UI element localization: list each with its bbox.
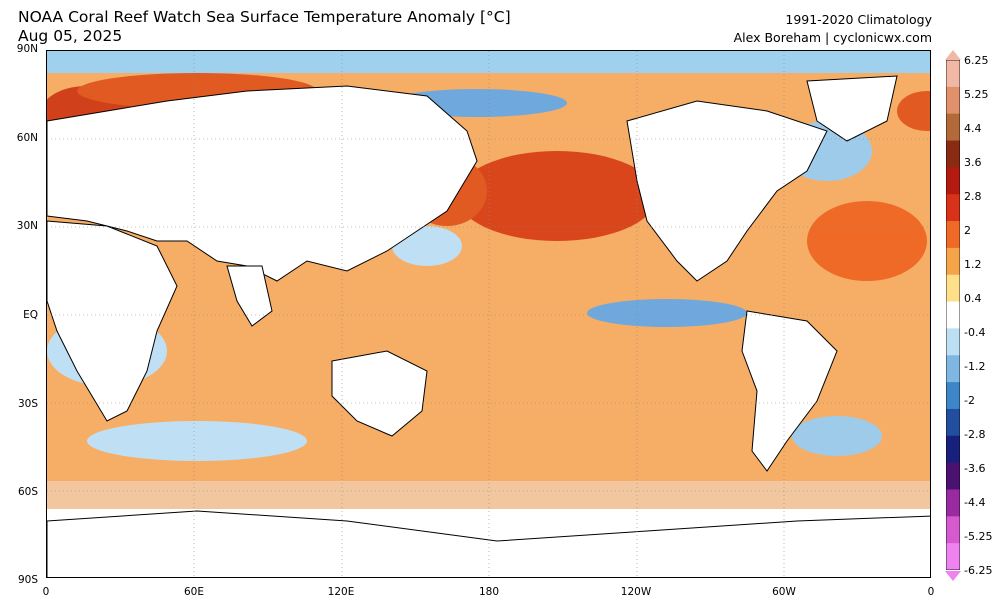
lat-label: 30S: [17, 398, 38, 410]
sw-atlantic-cool: [792, 416, 882, 456]
colorbar-segment: [946, 113, 960, 142]
colorbar-segment: [946, 221, 960, 249]
sst-anomaly-map: [46, 50, 931, 578]
lon-label: 0: [927, 586, 935, 598]
north-america-land: [626, 100, 828, 282]
lat-label: 60S: [17, 486, 38, 498]
lon-label: 180: [478, 586, 500, 598]
colorbar-segment: [946, 516, 960, 544]
colorbar-tick-label: -1.2: [964, 360, 986, 373]
chart-title: NOAA Coral Reef Watch Sea Surface Temper…: [18, 8, 511, 46]
nordic-heat: [897, 91, 930, 131]
colorbar-tick-label: -2.8: [964, 428, 986, 441]
map-svg: [47, 51, 930, 577]
colorbar-tick-label: 6.25: [964, 54, 989, 67]
colorbar-segment: [946, 462, 960, 490]
colorbar-tick-label: 2.8: [964, 190, 982, 203]
lat-label: EQ: [23, 309, 38, 321]
colorbar-segment: [946, 194, 960, 222]
title-date: Aug 05, 2025: [18, 27, 123, 45]
colorbar-segment: [946, 355, 960, 383]
colorbar-segment: [946, 140, 960, 168]
colorbar-tick-label: -6.25: [964, 564, 993, 577]
colorbar-tick-label: 5.25: [964, 88, 989, 101]
colorbar-tick-label: -2: [964, 394, 975, 407]
colorbar-segment: [946, 167, 960, 195]
colorbar-segment: [946, 408, 960, 437]
arctic-ocean: [47, 51, 930, 73]
colorbar-max-arrow: [945, 50, 961, 60]
climatology-label: 1991-2020 Climatology: [785, 12, 932, 27]
lon-label: 0: [42, 586, 50, 598]
africa-land: [47, 220, 178, 422]
colorbar-segment: [946, 382, 960, 410]
colorbar-tick-label: -4.4: [964, 496, 986, 509]
india-land: [226, 265, 273, 327]
atlantic-warm: [807, 201, 927, 281]
south-america-land: [741, 310, 838, 472]
lon-label: 120W: [620, 586, 652, 598]
colorbar-segment: [946, 435, 960, 464]
colorbar-segment: [946, 86, 960, 115]
colorbar: [946, 60, 960, 570]
colorbar-segment: [946, 274, 960, 303]
colorbar-tick-label: 0.4: [964, 292, 982, 305]
antarctica-land: [47, 510, 930, 577]
colorbar-segment: [946, 543, 960, 570]
colorbar-tick-label: 4.4: [964, 122, 982, 135]
lon-label: 60E: [184, 586, 204, 598]
colorbar-tick-label: 1.2: [964, 258, 982, 271]
lat-label: 30N: [16, 220, 38, 232]
colorbar-min-arrow: [945, 571, 961, 581]
lon-label: 120E: [327, 586, 355, 598]
colorbar-segment: [946, 60, 960, 88]
lat-label: 90S: [17, 574, 38, 586]
colorbar-tick-label: -3.6: [964, 462, 986, 475]
equatorial-cool: [587, 299, 747, 327]
land-masses: [47, 75, 930, 577]
credits: 1991-2020 Climatology Alex Boreham | cyc…: [734, 11, 932, 47]
greenland-land: [806, 75, 898, 142]
eurasia-land: [47, 85, 478, 282]
author-credit: Alex Boreham | cyclonicwx.com: [733, 30, 932, 45]
lon-label: 60W: [772, 586, 796, 598]
colorbar-tick-label: -0.4: [964, 326, 986, 339]
colorbar-segment: [946, 247, 960, 276]
north-pacific-heat: [457, 151, 657, 241]
lat-label: 60N: [16, 132, 38, 144]
colorbar-tick-label: 3.6: [964, 156, 982, 169]
graticule: [47, 51, 930, 577]
lat-label: 90N: [16, 43, 38, 55]
colorbar-tick-label: 2: [964, 224, 971, 237]
colorbar-segment: [946, 301, 960, 329]
colorbar-segment: [946, 328, 960, 356]
title-line-1: NOAA Coral Reef Watch Sea Surface Temper…: [18, 8, 511, 26]
colorbar-segment: [946, 489, 960, 517]
australia-land: [331, 350, 428, 437]
colorbar-tick-label: -5.25: [964, 530, 993, 543]
southern-indian-cool: [87, 421, 307, 461]
